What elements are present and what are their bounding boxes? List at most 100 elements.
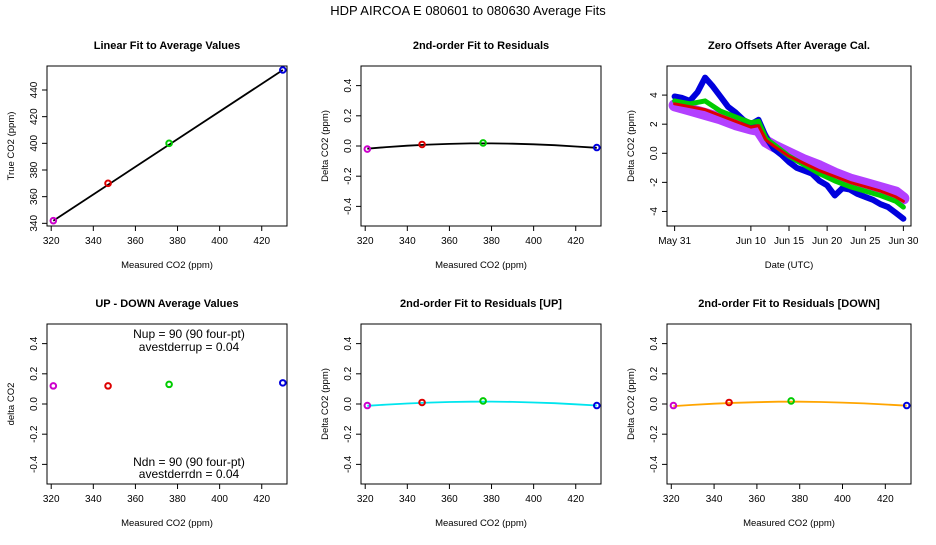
panel-2-y-tick-label: 0.2 <box>343 108 354 122</box>
panel-4-x-tick-label: 380 <box>169 494 186 505</box>
panel-5-title: 2nd-order Fit to Residuals [UP] <box>400 298 562 310</box>
panel-1-y-axis-label: True CO2 (ppm) <box>6 112 17 181</box>
panel-2-y-tick-label: -0.2 <box>343 167 354 185</box>
panel-5-x-tick-label: 360 <box>441 494 458 505</box>
panel-6-x-tick-label: 360 <box>749 494 766 505</box>
panel-2-data-point <box>479 139 487 147</box>
panel-1-x-tick-label: 400 <box>211 236 228 247</box>
panel-4-annotation-avestderrup: avestderrup = 0.04 <box>139 340 240 354</box>
panel-2-x-tick-label: 380 <box>483 236 500 247</box>
panel-3-x-tick-label: Jun 10 <box>736 236 766 247</box>
panel-4-title: UP - DOWN Average Values <box>95 298 238 310</box>
panel-3-y-tick-label: -4 <box>649 207 660 216</box>
panel-3-x-axis-label: Date (UTC) <box>765 260 814 271</box>
panel-5-y-tick-label: 0.0 <box>343 397 354 411</box>
panel-5-y-tick-label: 0.4 <box>343 336 354 350</box>
panel-2-data-point <box>418 140 426 149</box>
panel-6-data-point <box>902 401 911 410</box>
panel-4-y-tick-label: 0.4 <box>29 336 40 350</box>
panel-2-y-tick-label: 0.0 <box>343 139 354 153</box>
panel-6-data-point <box>725 398 733 407</box>
panel-2-y-axis-label: Delta CO2 (ppm) <box>320 110 331 182</box>
panel-3-x-tick-label: Jun 20 <box>812 236 842 247</box>
panel-6-x-tick-label: 400 <box>834 494 851 505</box>
panel-6-y-tick-label: -0.2 <box>649 425 660 443</box>
panel-5-x-tick-label: 320 <box>357 494 374 505</box>
panel-3-x-tick-label: Jun 15 <box>774 236 804 247</box>
panel-3-series-2-line <box>671 74 907 222</box>
panel-4-x-axis-label: Measured CO2 (ppm) <box>121 518 213 529</box>
panel-6-y-tick-label: 0.4 <box>649 336 660 350</box>
panel-2-x-tick-label: 420 <box>567 236 584 247</box>
panel-1-y-tick-label: 380 <box>29 161 40 178</box>
panel-1-y-tick-label: 400 <box>29 135 40 152</box>
panel-1-data-point <box>165 139 173 148</box>
panel-3-series-1-line <box>668 99 910 205</box>
panel-5-y-tick-label: 0.2 <box>343 366 354 380</box>
panel-4-data-point <box>49 382 58 390</box>
panel-4-data-point <box>104 382 112 390</box>
panel-1-x-tick-label: 420 <box>253 236 270 247</box>
panel-6-x-tick-label: 320 <box>663 494 680 505</box>
panel-3-series-4-line <box>673 102 905 203</box>
panel-5-y-tick-label: -0.4 <box>343 455 354 473</box>
panel-1-x-tick-label: 340 <box>85 236 102 247</box>
panel-6-title: 2nd-order Fit to Residuals [DOWN] <box>698 298 880 310</box>
panel-4-y-tick-label: -0.4 <box>29 455 40 473</box>
panel-5-data-point <box>479 397 487 405</box>
panel-5-x-tick-label: 400 <box>525 494 542 505</box>
panel-3-title: Zero Offsets After Average Cal. <box>708 40 870 52</box>
panel-4-data-point <box>165 380 173 389</box>
panel-5-data-point <box>363 401 372 410</box>
panel-5-data-point <box>592 401 601 410</box>
panel-6-y-tick-label: 0.0 <box>649 397 660 411</box>
panel-4-y-axis-label: delta CO2 <box>6 383 17 426</box>
panel-2-data-point <box>363 145 372 153</box>
panel-3-y-tick-label: 4 <box>649 92 660 98</box>
panel-1-x-tick-label: 380 <box>169 236 186 247</box>
panel-6-x-tick-label: 420 <box>877 494 894 505</box>
panel-4-y-tick-label: -0.2 <box>29 425 40 443</box>
panel-1-y-tick-label: 340 <box>29 215 40 232</box>
panel-3-y-tick-label: 2 <box>649 121 660 127</box>
panel-1-data-point <box>104 179 112 188</box>
panel-1-x-tick-label: 320 <box>43 236 60 247</box>
panel-2-y-tick-label: 0.4 <box>343 78 354 92</box>
panel-3-y-tick-label: -2 <box>649 177 660 186</box>
panel-4-annotation-ndn: Ndn = 90 (90 four-pt) <box>133 455 245 469</box>
panel-3-x-tick-label: May 31 <box>658 236 691 247</box>
panel-3-x-tick-label: Jun 25 <box>850 236 880 247</box>
panel-3-y-tick-label: 0.0 <box>649 146 660 160</box>
panel-5-x-tick-label: 420 <box>567 494 584 505</box>
panel-1-y-tick-label: 360 <box>29 188 40 205</box>
panel-4-annotation-avestderrdn: avestderrdn = 0.04 <box>139 467 240 481</box>
panel-3-y-axis-label: Delta CO2 (ppm) <box>626 110 637 182</box>
panel-6-y-tick-label: 0.2 <box>649 366 660 380</box>
figure-title: HDP AIRCOA E 080601 to 080630 Average Fi… <box>330 3 606 18</box>
panel-4-data-point <box>278 379 287 387</box>
panel-5-x-tick-label: 340 <box>399 494 416 505</box>
panel-5-y-axis-label: Delta CO2 (ppm) <box>320 368 331 440</box>
panel-4-x-tick-label: 340 <box>85 494 102 505</box>
panel-2-data-point <box>592 143 601 152</box>
panel-2-y-tick-label: -0.4 <box>343 197 354 215</box>
panel-6-x-axis-label: Measured CO2 (ppm) <box>743 518 835 529</box>
panel-5-data-point <box>418 398 426 407</box>
panel-1-y-tick-label: 420 <box>29 108 40 125</box>
panel-1-plot-frame <box>46 65 288 227</box>
panel-5-x-tick-label: 380 <box>483 494 500 505</box>
panel-2-x-tick-label: 320 <box>357 236 374 247</box>
panel-2-x-axis-label: Measured CO2 (ppm) <box>435 260 527 271</box>
panel-2-x-tick-label: 340 <box>399 236 416 247</box>
panel-6-x-tick-label: 340 <box>706 494 723 505</box>
panel-1-title: Linear Fit to Average Values <box>94 40 241 52</box>
panel-1-data-point <box>278 66 287 74</box>
panel-4-x-tick-label: 420 <box>253 494 270 505</box>
panel-4-y-tick-label: 0.2 <box>29 366 40 380</box>
panel-2-title: 2nd-order Fit to Residuals <box>413 40 549 52</box>
panel-4-x-tick-label: 400 <box>211 494 228 505</box>
panel-1-x-tick-label: 360 <box>127 236 144 247</box>
panel-6-y-tick-label: -0.4 <box>649 455 660 473</box>
